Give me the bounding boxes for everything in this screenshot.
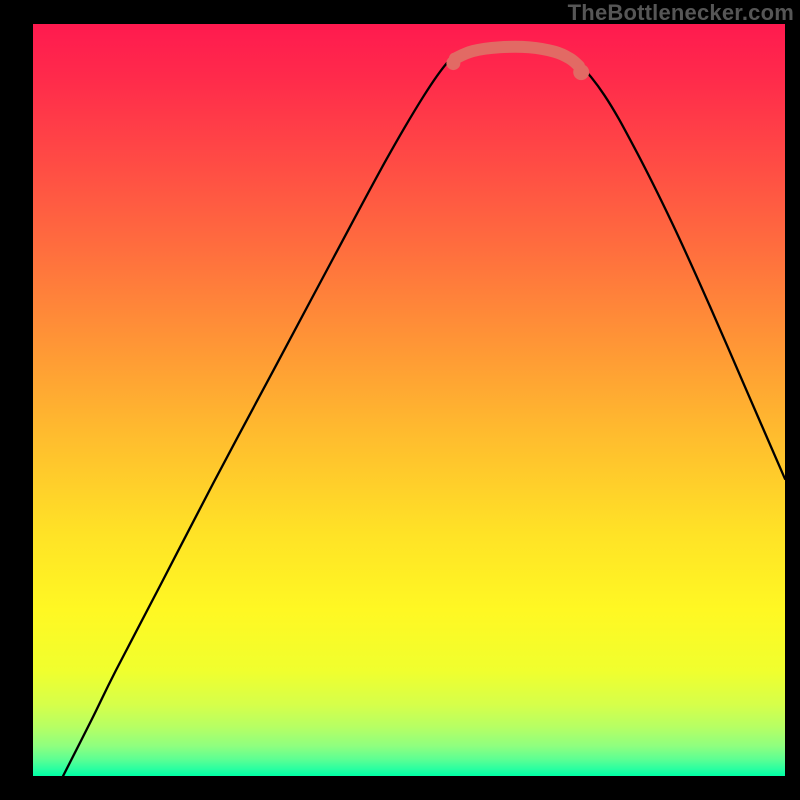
gradient-background xyxy=(33,24,785,776)
plot-area xyxy=(33,24,785,776)
chart-frame: TheBottlenecker.com xyxy=(0,0,800,800)
watermark-text: TheBottlenecker.com xyxy=(568,0,794,26)
highlight-start-dot xyxy=(446,56,460,70)
chart-svg xyxy=(33,24,785,776)
highlight-end-dot xyxy=(573,64,589,80)
